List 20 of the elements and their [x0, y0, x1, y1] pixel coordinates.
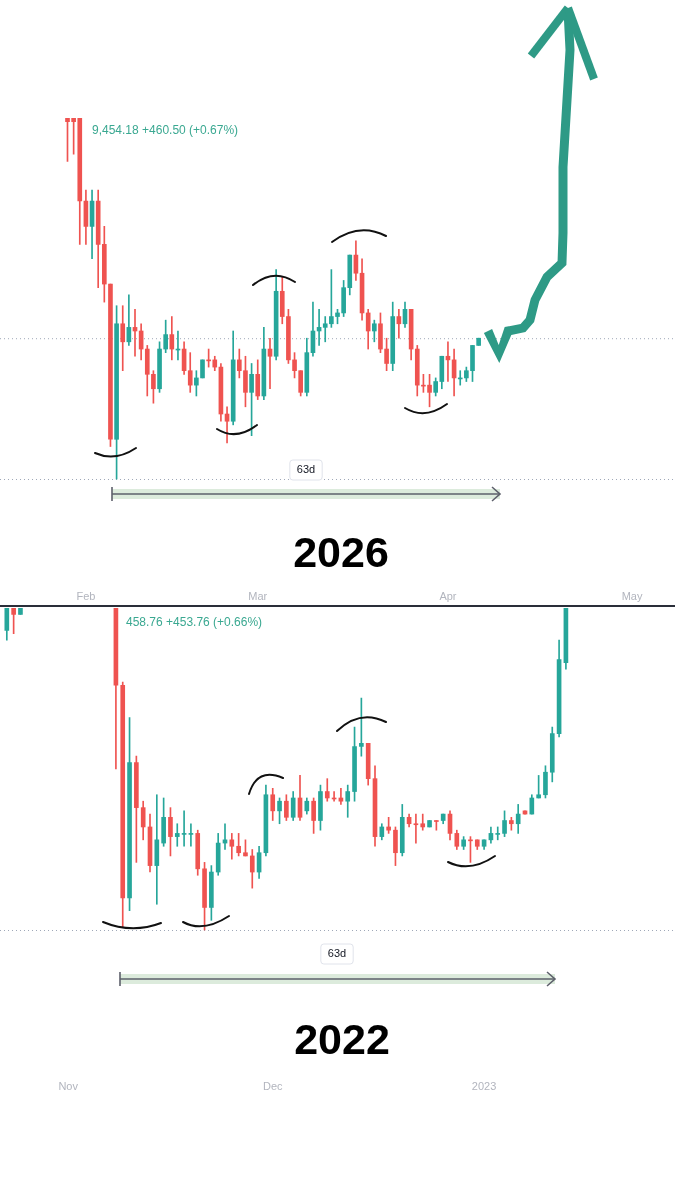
- candlestick: [495, 826, 501, 841]
- text: 2022: [294, 1015, 390, 1063]
- x-tick-label: Dec: [262, 1080, 284, 1093]
- candlestick: [181, 810, 187, 847]
- x-tick-label: Nov: [58, 1080, 79, 1093]
- annotation: 9,454.18 +460.50 (+0.67%): [92, 123, 239, 138]
- x-tick-label: Feb: [76, 590, 96, 603]
- candlestick: [174, 823, 180, 847]
- candlestick: [413, 813, 419, 844]
- candlestick: [420, 813, 426, 831]
- x-tick-label: 2023: [471, 1080, 497, 1093]
- candlestick: [154, 794, 160, 905]
- text: 63d: [327, 947, 347, 960]
- x-tick-label: Apr: [439, 590, 457, 603]
- annotation: 63d: [296, 463, 316, 476]
- candlestick: [188, 823, 194, 847]
- annotation: 458.76 +453.76 (+0.66%): [126, 615, 263, 630]
- text: 2026: [293, 528, 389, 576]
- x-tick-label: May: [621, 590, 643, 603]
- x-tick-label: Mar: [248, 590, 268, 603]
